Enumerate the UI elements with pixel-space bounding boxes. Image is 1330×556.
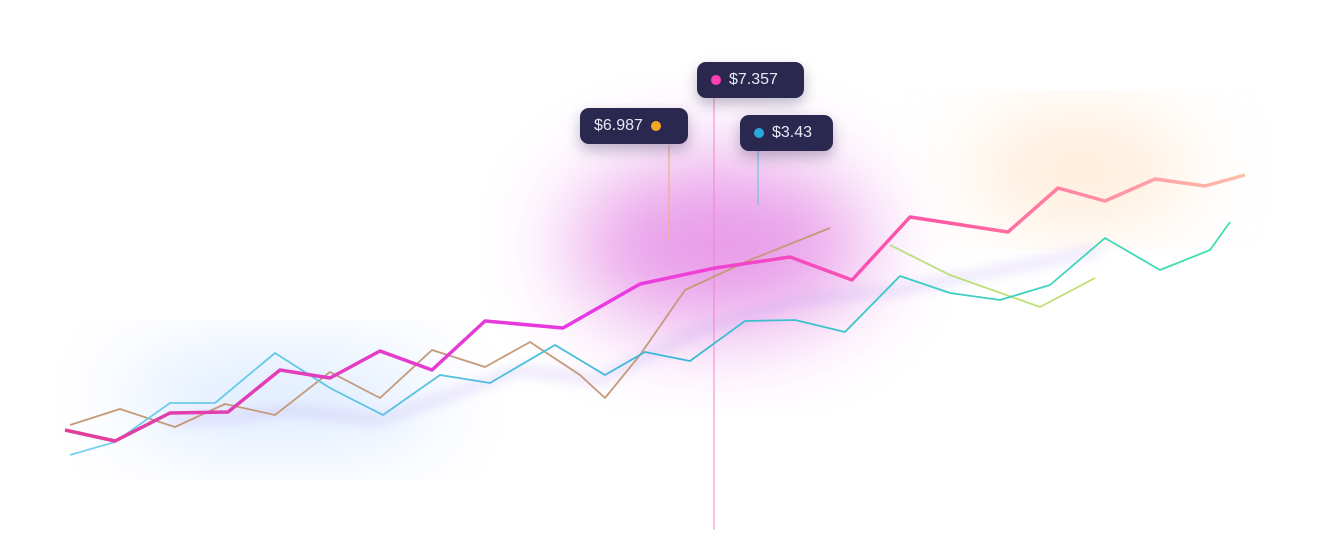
dot	[711, 75, 721, 85]
glow	[570, 160, 870, 330]
tooltip-label: $7.357	[729, 71, 778, 88]
line	[889, 244, 1096, 308]
line	[69, 227, 831, 428]
tooltip-label: $6.987	[594, 117, 643, 134]
line	[69, 221, 1231, 456]
glow	[970, 130, 1190, 210]
tooltip: $3.43	[740, 115, 833, 151]
dot	[754, 128, 764, 138]
tooltip-label: $3.43	[772, 124, 813, 141]
dot	[650, 121, 661, 131]
tooltip: $6.987	[580, 108, 688, 144]
main-line	[64, 173, 1246, 443]
tooltip: $7.357	[697, 62, 804, 98]
